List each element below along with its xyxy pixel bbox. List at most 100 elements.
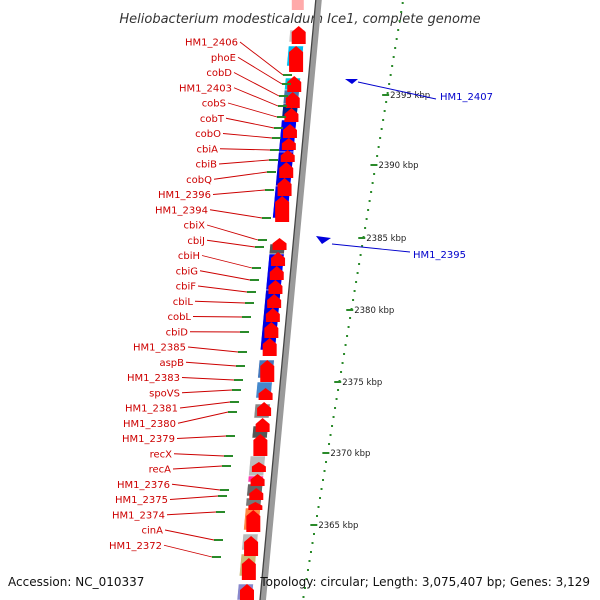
gene-label: cinA [142,526,164,537]
scale-dot [401,2,404,4]
scale-dot [355,281,358,283]
scale-dot [385,101,388,103]
scale-dot [352,299,355,301]
scale-tick-label: 2365 kbp [318,521,358,531]
label-leader [222,133,273,139]
scale-dot [356,272,359,274]
left-labels: HM1_2406 phoE cobD HM1_2403 cobS cobT cobO cbiA… [109,38,292,558]
gene-arrow [257,402,272,416]
gene-label: cbiX [184,221,206,232]
gene-label: HM1_2385 [133,343,186,354]
gene-arrow [284,108,299,122]
scale-dot [367,209,370,211]
scale-tick-label: 2395 kbp [390,91,430,101]
label-leader [331,243,411,253]
gene-arrow [255,418,270,432]
genome-summary-text: Topology: circular; Length: 3,075,407 bp… [259,575,590,589]
scale-dot [319,497,322,499]
gene-arrow [251,462,266,472]
scale-dot [308,560,311,562]
scale-dot [332,416,335,418]
reverse-gene-arrow [345,79,358,84]
scale-dot [346,335,349,337]
gene-arrow [277,178,292,196]
gene-label: cbiA [197,144,219,155]
gene-arrow [282,124,297,138]
gene-arrow [279,162,294,178]
scale-dot [331,425,334,427]
gene-arrow [264,322,279,338]
label-leader [357,81,437,100]
label-leader [185,361,237,367]
scale-dot [328,443,331,445]
gene-label: cbiL [173,297,194,308]
label-leader [197,285,248,293]
gene-arrow [280,150,295,162]
scale-dot [358,263,361,265]
map-title: Heliobacterium modesticaldum Ice1, compl… [119,12,480,27]
scale-dot [312,533,315,535]
label-leader [209,209,263,219]
gene-arrow [267,294,282,308]
backbone-edge [259,0,317,600]
label-leader [181,377,235,381]
scale-dot [344,344,347,346]
gene-label: phoE [211,53,236,64]
scale-tick-label: 2385 kbp [366,234,406,244]
gene-label: recX [150,449,173,460]
gene-label: HM1_2376 [117,480,170,491]
scale-ticks: 2395 kbp 2390 kbp 2385 kbp 2380 kbp 2375 kbp… [310,91,430,531]
scale-dot [320,488,323,490]
gene-label: HM1_2407 [440,92,493,103]
scale-dot [302,596,305,598]
label-leader [233,87,279,107]
scale-dot [340,371,343,373]
label-leader [164,529,215,541]
label-leader [206,224,259,241]
scale-dot [398,20,401,22]
scale-dot [309,551,312,553]
label-leader [227,102,278,118]
gene-label: cobD [206,68,232,79]
gene-label: HM1_2380 [123,419,176,430]
gene-arrow [258,388,273,400]
scale-dot [325,461,328,463]
gene-label: HM1_2403 [179,83,232,94]
label-leader [206,239,256,248]
gene-arrow [239,584,254,600]
gene-label: cobQ [186,175,212,186]
label-leader [233,72,280,97]
gene-label: cbiG [176,266,198,277]
label-leader [201,255,253,269]
gene-label: cobO [195,129,221,140]
scale-dot [394,47,397,49]
gene-arrow [250,474,265,486]
scale-dot [395,38,398,40]
gene-arrow [248,502,263,510]
label-leader [173,453,225,457]
gene-label: HM1_2372 [109,541,162,552]
gene-label: spoVS [149,388,180,399]
scale-tick-label: 2370 kbp [330,449,370,459]
scale-dot [364,227,367,229]
gene-label: HM1_2396 [158,190,211,201]
gene-arrow [285,92,300,108]
gene-fragment [291,0,304,10]
gene-arrow [246,510,261,532]
label-leader [177,411,229,424]
gene-label: cbiB [196,160,218,171]
gene-label: HM1_2395 [413,250,466,261]
scale-dot [371,182,374,184]
gene-arrow [249,488,264,500]
scale-tick-label: 2390 kbp [378,161,418,171]
scale-dot [349,317,352,319]
gene-arrow [275,196,290,222]
scale-dot [305,578,308,580]
scale-dot [322,479,325,481]
scale-dot [323,470,326,472]
right-labels: HM1_2407 HM1_2395 [331,81,493,261]
label-leader [163,544,213,558]
scale-dot [376,155,379,157]
scale-dot [370,191,373,193]
